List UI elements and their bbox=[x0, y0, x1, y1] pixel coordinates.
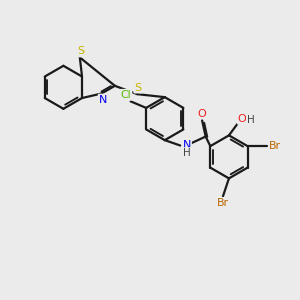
Text: Cl: Cl bbox=[121, 90, 131, 100]
Text: Br: Br bbox=[269, 141, 281, 151]
Text: N: N bbox=[99, 94, 107, 104]
Text: H: H bbox=[183, 148, 191, 158]
Text: O: O bbox=[238, 114, 247, 124]
Text: S: S bbox=[77, 46, 84, 56]
Text: S: S bbox=[134, 82, 141, 93]
Text: H: H bbox=[247, 116, 254, 125]
Text: O: O bbox=[198, 109, 206, 118]
Text: Br: Br bbox=[217, 198, 229, 208]
Text: N: N bbox=[183, 140, 191, 150]
